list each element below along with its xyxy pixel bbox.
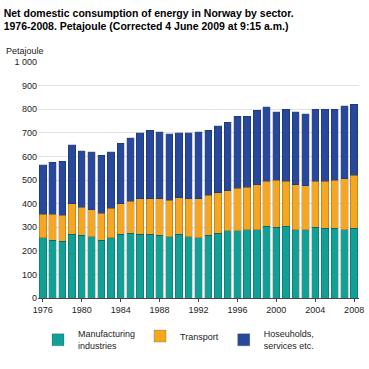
svg-text:600: 600 — [22, 152, 37, 162]
svg-text:200: 200 — [22, 246, 37, 256]
svg-text:500: 500 — [22, 175, 37, 185]
svg-text:1980: 1980 — [72, 305, 92, 315]
svg-text:Petajoule: Petajoule — [6, 46, 44, 56]
svg-text:Transport: Transport — [180, 332, 219, 342]
svg-text:Hoseuholds,services etc.: Hoseuholds,services etc. — [264, 329, 314, 351]
svg-text:300: 300 — [22, 222, 37, 232]
svg-text:700: 700 — [22, 128, 37, 138]
svg-text:400: 400 — [22, 199, 37, 209]
svg-text:2008: 2008 — [344, 305, 364, 315]
svg-text:1996: 1996 — [227, 305, 247, 315]
svg-text:1988: 1988 — [150, 305, 170, 315]
svg-text:900: 900 — [22, 81, 37, 91]
svg-text:0: 0 — [32, 293, 37, 303]
svg-text:2000: 2000 — [266, 305, 286, 315]
svg-text:1 000: 1 000 — [14, 57, 37, 67]
svg-text:1976: 1976 — [33, 305, 53, 315]
svg-text:1992: 1992 — [188, 305, 208, 315]
svg-text:Net domestic consumption of en: Net domestic consumption of energy in No… — [4, 7, 294, 33]
svg-text:1984: 1984 — [111, 305, 131, 315]
svg-text:800: 800 — [22, 104, 37, 114]
svg-text:Manufacturingindustries: Manufacturingindustries — [78, 329, 135, 351]
svg-text:2004: 2004 — [305, 305, 325, 315]
svg-text:100: 100 — [22, 270, 37, 280]
